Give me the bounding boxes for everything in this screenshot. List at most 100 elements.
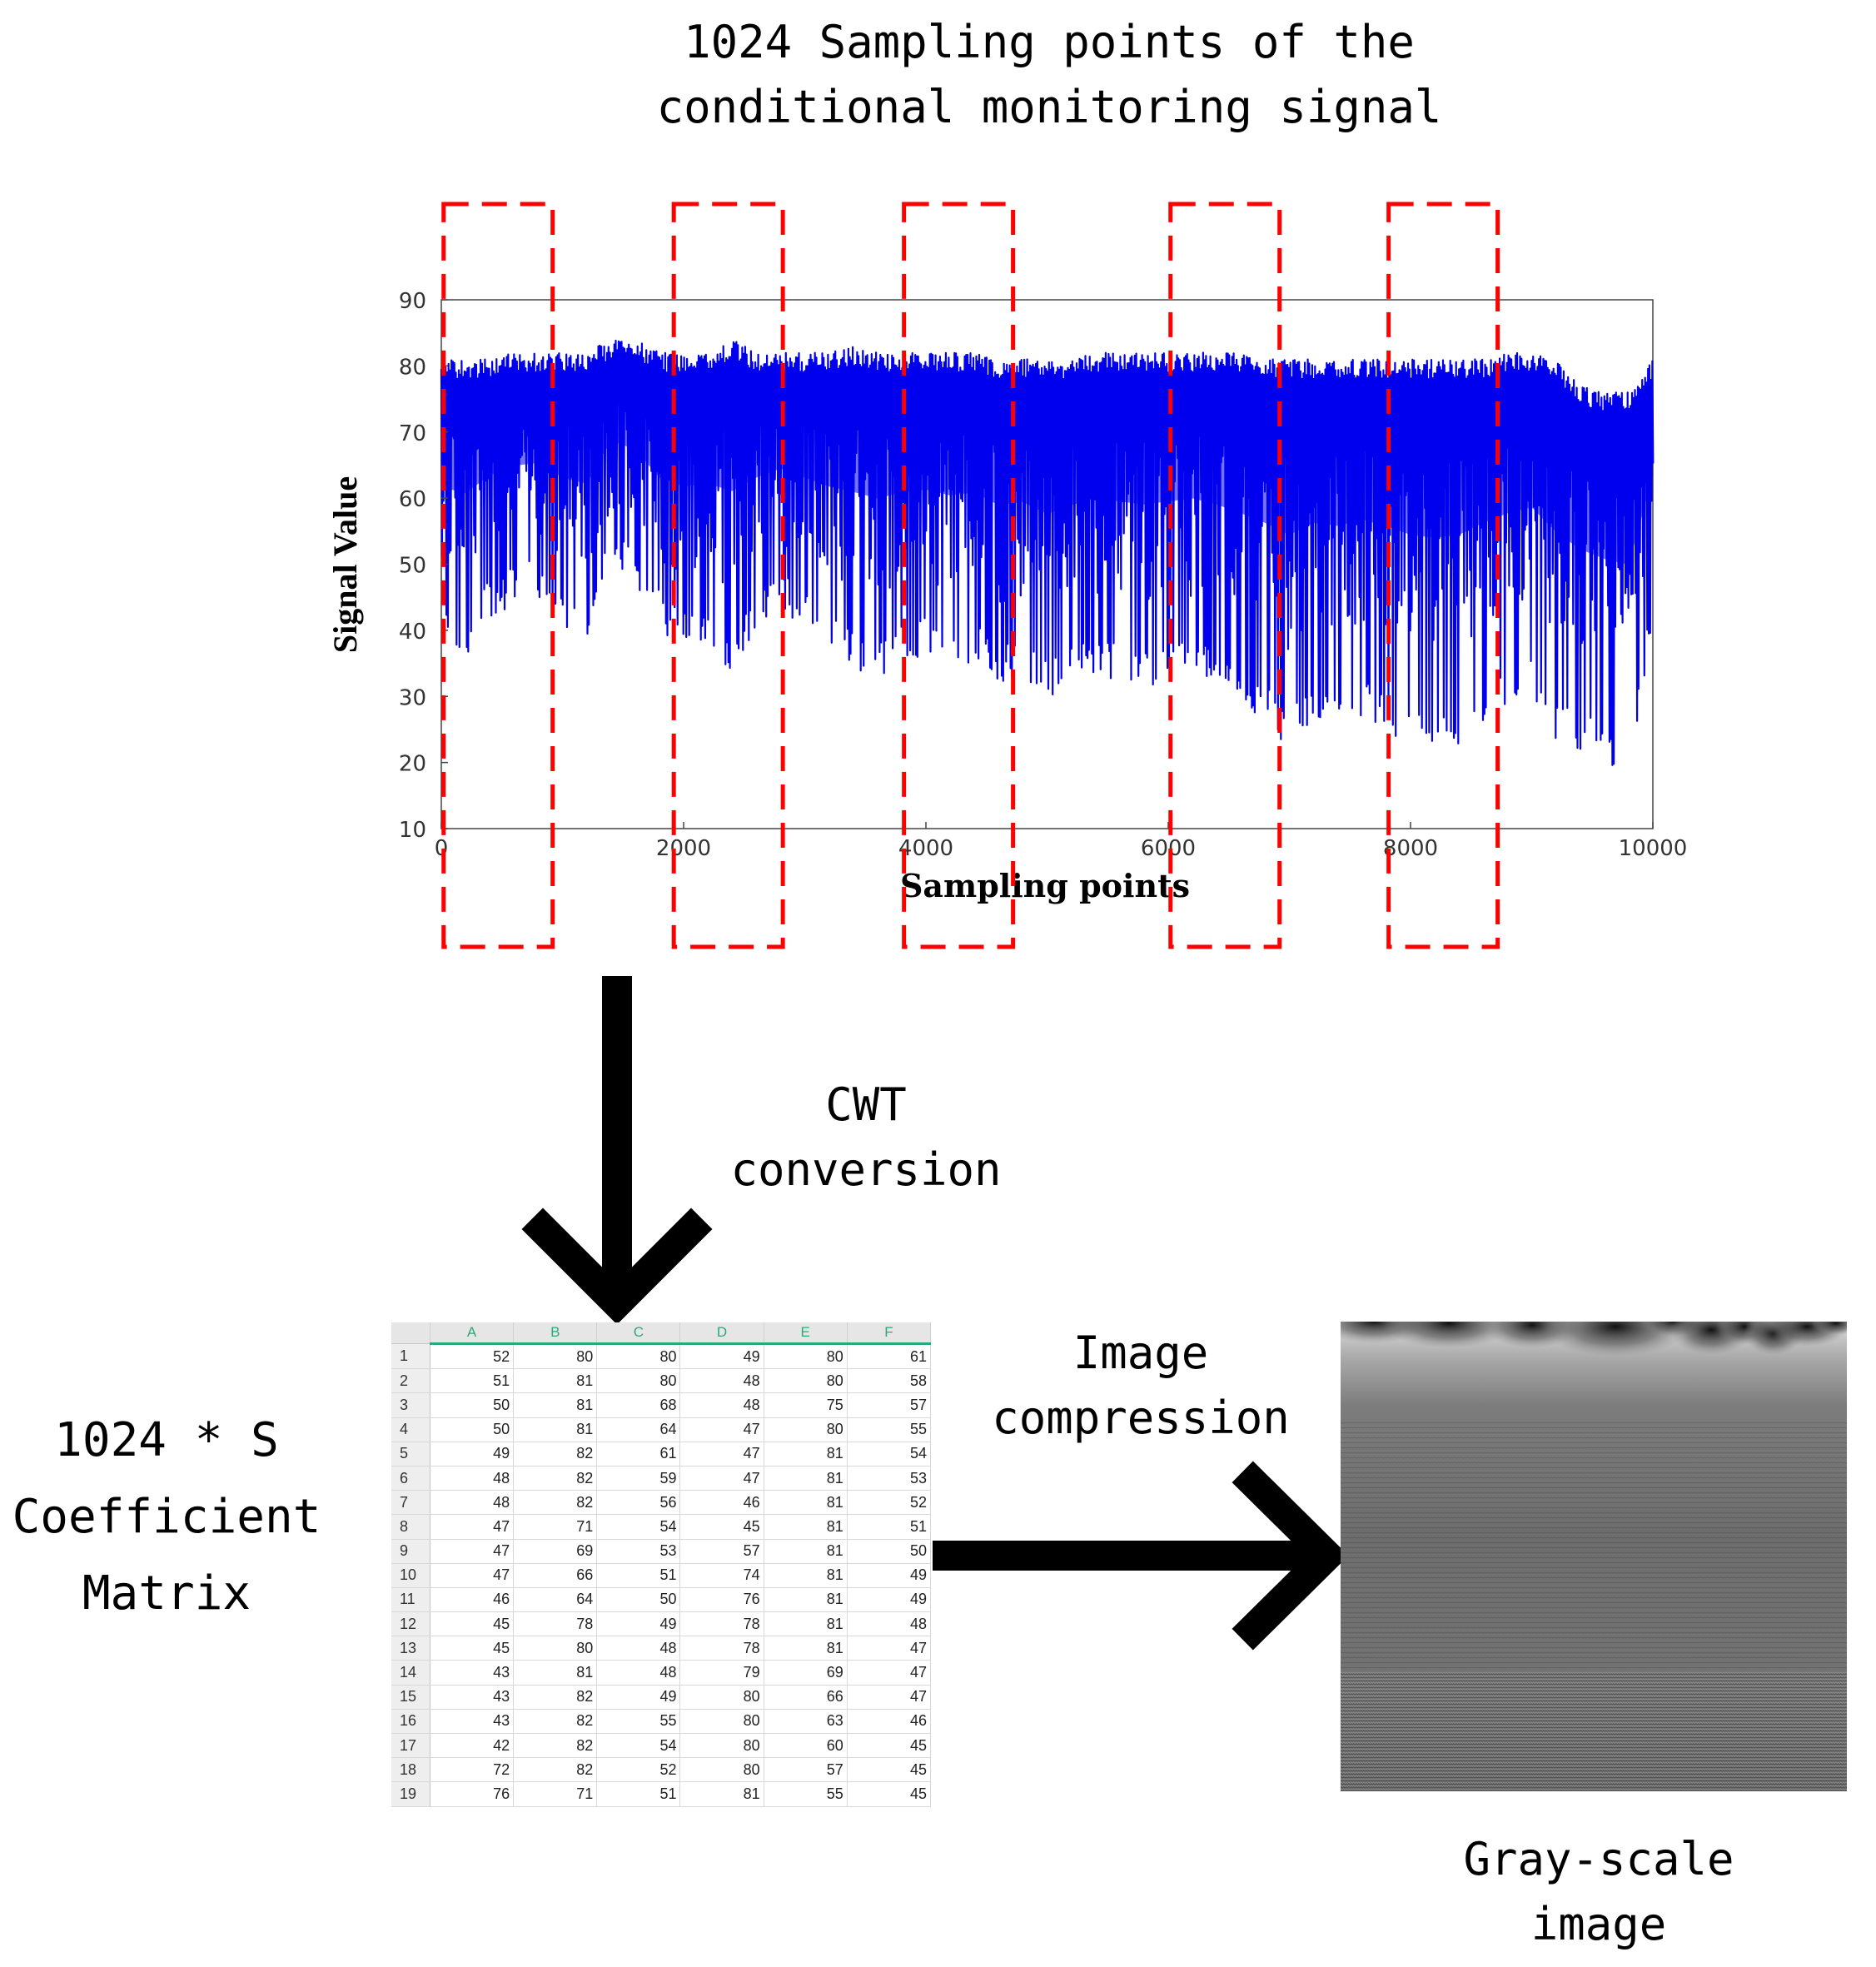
table-cell[interactable]: 82 <box>513 1442 598 1467</box>
table-cell[interactable]: 50 <box>847 1539 932 1564</box>
table-cell[interactable]: 48 <box>596 1636 681 1661</box>
table-cell[interactable]: 81 <box>513 1660 598 1686</box>
table-cell[interactable]: 80 <box>679 1757 764 1783</box>
row-header[interactable]: 18 <box>391 1757 430 1783</box>
table-cell[interactable]: 48 <box>596 1660 681 1686</box>
table-cell[interactable]: 78 <box>513 1611 598 1637</box>
table-cell[interactable]: 80 <box>764 1417 848 1442</box>
table-cell[interactable]: 81 <box>764 1442 848 1467</box>
table-cell[interactable]: 54 <box>847 1442 932 1467</box>
row-header[interactable]: 5 <box>391 1442 430 1467</box>
table-cell[interactable]: 43 <box>430 1685 515 1710</box>
table-cell[interactable]: 81 <box>764 1539 848 1564</box>
table-cell[interactable]: 71 <box>513 1514 598 1540</box>
table-cell[interactable]: 57 <box>847 1392 932 1418</box>
table-cell[interactable]: 43 <box>430 1709 515 1735</box>
table-cell[interactable]: 81 <box>679 1781 764 1807</box>
row-header[interactable]: 7 <box>391 1490 430 1516</box>
table-cell[interactable]: 45 <box>847 1781 932 1807</box>
table-cell[interactable]: 80 <box>513 1636 598 1661</box>
table-cell[interactable]: 60 <box>764 1733 848 1759</box>
table-cell[interactable]: 45 <box>847 1733 932 1759</box>
table-cell[interactable]: 49 <box>679 1343 764 1370</box>
table-cell[interactable]: 48 <box>847 1611 932 1637</box>
table-cell[interactable]: 80 <box>679 1733 764 1759</box>
table-cell[interactable]: 49 <box>847 1563 932 1588</box>
row-header[interactable]: 2 <box>391 1368 430 1394</box>
table-cell[interactable]: 81 <box>513 1392 598 1418</box>
table-cell[interactable]: 81 <box>513 1417 598 1442</box>
table-cell[interactable]: 52 <box>430 1343 515 1370</box>
row-header[interactable]: 15 <box>391 1685 430 1710</box>
table-cell[interactable]: 79 <box>679 1660 764 1686</box>
table-cell[interactable]: 74 <box>679 1563 764 1588</box>
table-cell[interactable]: 72 <box>430 1757 515 1783</box>
table-cell[interactable]: 47 <box>679 1442 764 1467</box>
column-header[interactable]: A <box>430 1322 515 1345</box>
table-cell[interactable]: 69 <box>764 1660 848 1686</box>
table-cell[interactable]: 50 <box>430 1392 515 1418</box>
table-cell[interactable]: 76 <box>679 1587 764 1613</box>
table-cell[interactable]: 82 <box>513 1757 598 1783</box>
row-header[interactable]: 3 <box>391 1392 430 1418</box>
table-cell[interactable]: 50 <box>430 1417 515 1442</box>
table-cell[interactable]: 49 <box>847 1587 932 1613</box>
table-cell[interactable]: 80 <box>679 1685 764 1710</box>
row-header[interactable]: 4 <box>391 1417 430 1442</box>
table-cell[interactable]: 69 <box>513 1539 598 1564</box>
table-cell[interactable]: 61 <box>596 1442 681 1467</box>
table-cell[interactable]: 81 <box>764 1563 848 1588</box>
table-cell[interactable]: 48 <box>430 1490 515 1516</box>
table-cell[interactable]: 82 <box>513 1709 598 1735</box>
table-cell[interactable]: 64 <box>513 1587 598 1613</box>
table-cell[interactable]: 47 <box>430 1563 515 1588</box>
row-header[interactable]: 12 <box>391 1611 430 1637</box>
row-header[interactable]: 13 <box>391 1636 430 1661</box>
table-cell[interactable]: 45 <box>430 1636 515 1661</box>
row-header[interactable]: 9 <box>391 1539 430 1564</box>
table-cell[interactable]: 81 <box>764 1587 848 1613</box>
table-cell[interactable]: 58 <box>847 1368 932 1394</box>
column-header[interactable]: C <box>596 1322 681 1345</box>
table-cell[interactable]: 49 <box>596 1611 681 1637</box>
column-header[interactable]: B <box>513 1322 598 1345</box>
table-cell[interactable]: 51 <box>847 1514 932 1540</box>
table-cell[interactable]: 55 <box>847 1417 932 1442</box>
table-cell[interactable]: 66 <box>513 1563 598 1588</box>
table-cell[interactable]: 55 <box>596 1709 681 1735</box>
table-cell[interactable]: 80 <box>764 1368 848 1394</box>
table-cell[interactable]: 52 <box>847 1490 932 1516</box>
row-header[interactable]: 16 <box>391 1709 430 1735</box>
table-cell[interactable]: 49 <box>430 1442 515 1467</box>
table-cell[interactable]: 54 <box>596 1514 681 1540</box>
table-cell[interactable]: 81 <box>513 1368 598 1394</box>
table-cell[interactable]: 47 <box>430 1539 515 1564</box>
table-cell[interactable]: 78 <box>679 1636 764 1661</box>
table-cell[interactable]: 81 <box>764 1466 848 1491</box>
row-header[interactable]: 6 <box>391 1466 430 1491</box>
table-cell[interactable]: 75 <box>764 1392 848 1418</box>
table-cell[interactable]: 82 <box>513 1733 598 1759</box>
row-header[interactable]: 10 <box>391 1563 430 1588</box>
table-cell[interactable]: 66 <box>764 1685 848 1710</box>
table-cell[interactable]: 82 <box>513 1490 598 1516</box>
table-cell[interactable]: 46 <box>430 1587 515 1613</box>
table-cell[interactable]: 50 <box>596 1587 681 1613</box>
table-cell[interactable]: 49 <box>596 1685 681 1710</box>
row-header[interactable]: 1 <box>391 1343 430 1370</box>
table-cell[interactable]: 71 <box>513 1781 598 1807</box>
table-cell[interactable]: 76 <box>430 1781 515 1807</box>
table-cell[interactable]: 51 <box>430 1368 515 1394</box>
table-cell[interactable]: 61 <box>847 1343 932 1370</box>
table-cell[interactable]: 81 <box>764 1514 848 1540</box>
table-cell[interactable]: 46 <box>679 1490 764 1516</box>
table-cell[interactable]: 47 <box>679 1466 764 1491</box>
table-cell[interactable]: 47 <box>679 1417 764 1442</box>
table-cell[interactable]: 47 <box>847 1660 932 1686</box>
row-header[interactable]: 19 <box>391 1781 430 1807</box>
table-cell[interactable]: 53 <box>847 1466 932 1491</box>
select-all-corner[interactable] <box>391 1322 430 1344</box>
table-cell[interactable]: 63 <box>764 1709 848 1735</box>
table-cell[interactable]: 82 <box>513 1466 598 1491</box>
table-cell[interactable]: 81 <box>764 1611 848 1637</box>
